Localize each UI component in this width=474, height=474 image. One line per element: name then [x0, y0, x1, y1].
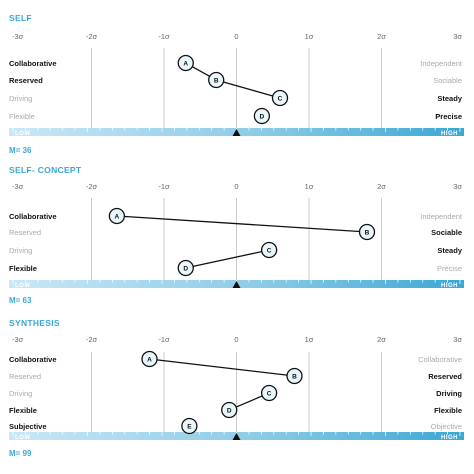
x-tick-label: -2σ	[86, 182, 98, 191]
right-trait-label: Steady	[437, 94, 462, 103]
right-trait-label: Collaborative	[418, 355, 462, 364]
x-tick-label: -1σ	[158, 32, 170, 41]
center-marker-triangle	[232, 281, 241, 288]
left-trait-label: Flexible	[9, 406, 37, 415]
connector-line	[223, 81, 273, 97]
scale-low-label: LOW	[15, 131, 31, 137]
chart-panel-0: SELF -3σ -2σ -1σ 0 1σ 2σ 3σ Collaborative Reserve…	[9, 13, 464, 155]
data-point-marker	[271, 89, 289, 107]
chart-panel-2: SYNTHESIS -3σ -2σ -1σ 0 1σ 2σ 3σ Collaborative Re…	[9, 318, 464, 458]
right-trait-label: Independent	[420, 212, 463, 221]
right-trait-label: Flexible	[434, 406, 462, 415]
left-trait-label: Subjective	[9, 422, 47, 431]
left-trait-label: Reserved	[9, 76, 43, 85]
data-point-marker	[177, 259, 194, 277]
x-tick-label: 3σ	[453, 335, 462, 344]
data-point-label: D	[183, 265, 188, 272]
scale-high-label: HIGH	[441, 131, 458, 137]
left-trait-label: Collaborative	[9, 355, 57, 364]
left-trait-label: Collaborative	[9, 212, 57, 221]
m-value-label: M= 63	[9, 296, 32, 305]
panel-title: SYNTHESIS	[9, 318, 60, 328]
data-point-marker	[260, 241, 278, 259]
x-tick-label: 1σ	[305, 335, 314, 344]
panel-title: SELF	[9, 13, 32, 23]
data-point-label: C	[267, 390, 272, 397]
x-tick-label: 0	[234, 335, 238, 344]
data-point-label: E	[187, 423, 192, 430]
right-trait-label: Reserved	[428, 372, 462, 381]
x-tick-label: 0	[234, 32, 238, 41]
right-trait-label: Precise	[437, 264, 462, 273]
right-trait-label: Sociable	[433, 76, 462, 85]
scale-low-label: LOW	[15, 435, 31, 441]
x-tick-label: -1σ	[158, 335, 170, 344]
x-tick-label: -2σ	[86, 32, 98, 41]
x-tick-label: -1σ	[158, 182, 170, 191]
left-trait-label: Flexible	[9, 112, 35, 121]
right-trait-label: Precise	[435, 112, 462, 121]
right-trait-label: Independent	[420, 59, 463, 68]
m-value-label: M= 36	[9, 146, 32, 155]
data-point-marker	[260, 384, 278, 402]
x-tick-label: 3σ	[453, 182, 462, 191]
data-point-marker	[141, 350, 158, 368]
connector-line	[156, 359, 288, 376]
left-trait-label: Driving	[9, 246, 32, 255]
connector-line	[191, 66, 210, 77]
left-trait-label: Reserved	[9, 228, 41, 237]
left-trait-label: Flexible	[9, 264, 37, 273]
right-trait-label: Steady	[437, 246, 462, 255]
x-tick-label: 3σ	[453, 32, 462, 41]
connector-line	[235, 395, 263, 408]
connector-line	[124, 215, 360, 233]
center-marker-triangle	[232, 433, 241, 440]
data-point-label: A	[183, 60, 188, 67]
scale-high-label: HIGH	[441, 283, 458, 289]
data-point-label: D	[227, 407, 232, 414]
x-tick-label: -3σ	[12, 182, 24, 191]
center-marker-triangle	[232, 129, 241, 136]
data-point-marker	[108, 207, 126, 225]
left-trait-label: Collaborative	[9, 59, 57, 68]
scale-low-label: LOW	[15, 283, 31, 289]
data-point-label: C	[267, 247, 272, 254]
x-tick-label: 2σ	[377, 32, 386, 41]
data-point-label: B	[365, 229, 370, 236]
right-trait-label: Objective	[431, 422, 462, 431]
x-tick-label: -3σ	[12, 335, 24, 344]
x-tick-label: 2σ	[377, 182, 386, 191]
x-tick-label: 1σ	[305, 182, 314, 191]
scale-high-label: HIGH	[441, 435, 458, 441]
chart-panel-1: SELF- CONCEPT -3σ -2σ -1σ 0 1σ 2σ 3σ Collaborati…	[9, 165, 464, 305]
x-tick-label: 2σ	[377, 335, 386, 344]
x-tick-label: 0	[234, 182, 238, 191]
data-point-label: D	[260, 113, 265, 120]
x-tick-label: 1σ	[305, 32, 314, 41]
data-point-marker	[358, 223, 376, 241]
data-point-marker	[253, 107, 271, 125]
data-point-label: A	[115, 213, 120, 220]
data-point-marker	[177, 54, 194, 72]
data-point-marker	[286, 367, 303, 385]
data-point-marker	[181, 417, 198, 435]
data-point-label: C	[278, 95, 283, 102]
right-trait-label: Sociable	[431, 228, 462, 237]
left-trait-label: Reserved	[9, 372, 41, 381]
right-trait-label: Driving	[436, 389, 462, 398]
x-tick-label: -2σ	[86, 335, 98, 344]
data-point-marker	[221, 401, 238, 419]
connector-line	[192, 250, 262, 268]
left-trait-label: Driving	[9, 94, 32, 103]
data-point-label: A	[147, 356, 152, 363]
data-point-marker	[208, 71, 225, 89]
m-value-label: M= 99	[9, 449, 32, 458]
left-trait-label: Driving	[9, 389, 32, 398]
data-point-label: B	[214, 77, 219, 84]
panel-title: SELF- CONCEPT	[9, 165, 82, 175]
x-tick-label: -3σ	[12, 32, 24, 41]
data-point-label: B	[292, 373, 297, 380]
